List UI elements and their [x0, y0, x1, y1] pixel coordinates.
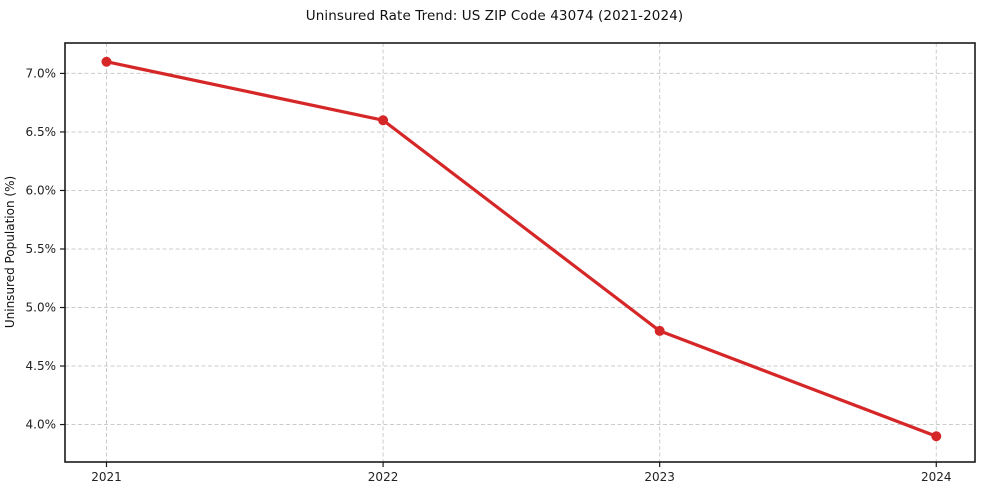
- data-point: [654, 325, 665, 336]
- y-tick-label: 4.0%: [26, 418, 57, 432]
- y-tick-label: 6.0%: [26, 184, 57, 198]
- data-point: [378, 115, 389, 126]
- chart-title: Uninsured Rate Trend: US ZIP Code 43074 …: [305, 8, 684, 24]
- trend-line: [104, 60, 938, 438]
- axis-tick-layer: 4.0% 4.5% 5.0% 5.5% 6.0% 6.5% 7.0% 2021 2022 2023…: [26, 67, 952, 484]
- y-tick-label: 5.5%: [26, 242, 57, 256]
- y-tick-label: 6.5%: [26, 125, 57, 139]
- data-point: [101, 56, 112, 67]
- series-layer: [101, 56, 942, 442]
- x-tick-label: 2024: [921, 470, 952, 484]
- y-tick-label: 4.5%: [26, 359, 57, 373]
- y-axis-label: Uninsured Population (%): [3, 176, 17, 328]
- x-tick-label: 2022: [368, 470, 399, 484]
- y-tick-label: 5.0%: [26, 301, 57, 315]
- plot-border-layer: [64, 42, 976, 463]
- data-point: [931, 431, 942, 442]
- x-tick-label: 2023: [644, 470, 675, 484]
- y-tick-label: 7.0%: [26, 67, 57, 81]
- grid-layer: [65, 43, 975, 462]
- x-tick-label: 2021: [91, 470, 122, 484]
- plot-border: [64, 42, 976, 463]
